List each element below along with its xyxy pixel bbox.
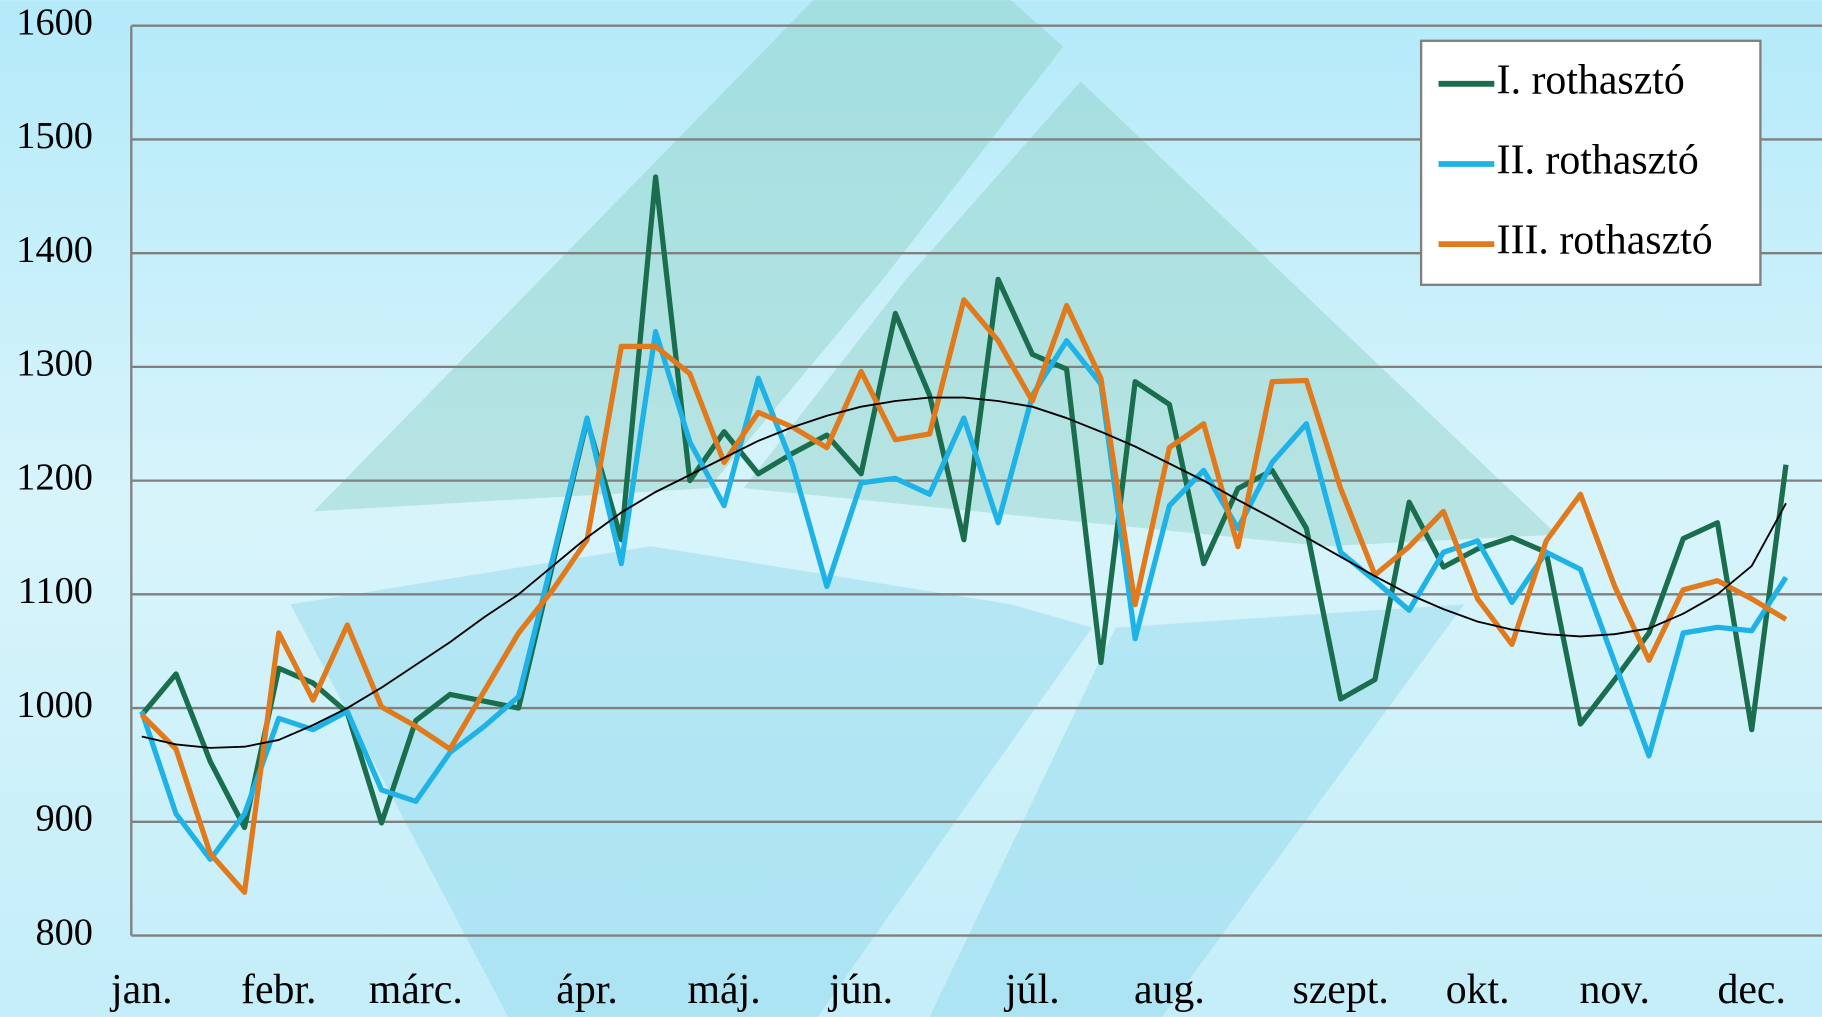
series-line: [139, 174, 1789, 831]
x-tick-label: jún.: [827, 967, 893, 1013]
x-tick-label: nov.: [1579, 967, 1649, 1013]
x-tick-label: júl.: [1003, 967, 1060, 1013]
x-tick-label: szept.: [1292, 967, 1388, 1013]
y-tick-label: 1200: [16, 456, 93, 498]
x-tick-label: máj.: [687, 967, 760, 1013]
logo-shape: [290, 546, 1093, 1017]
y-tick-label: 1400: [16, 229, 93, 271]
y-tick-label: 1100: [18, 570, 93, 612]
y-tick-label: 1600: [16, 1, 93, 43]
y-tick-label: 1500: [16, 115, 93, 157]
y-tick-label: 1300: [16, 343, 93, 385]
legend-label: III. rothasztó: [1497, 218, 1713, 264]
legend-label: II. rothasztó: [1497, 138, 1699, 184]
x-tick-label: okt.: [1446, 967, 1510, 1013]
y-tick-label: 800: [35, 911, 93, 953]
x-tick-label: aug.: [1134, 967, 1205, 1013]
trend-line: [141, 396, 1787, 749]
x-tick-label: jan.: [109, 967, 173, 1013]
x-tick-label: márc.: [369, 967, 463, 1013]
legend-label: I. rothasztó: [1497, 57, 1685, 103]
x-tick-label: febr.: [241, 967, 317, 1013]
legend: I. rothasztó II. rothasztó III. rothasztó: [1419, 39, 1762, 286]
y-tick-label: 1000: [16, 684, 93, 726]
series-line: [139, 329, 1789, 862]
y-tick-label: 900: [35, 798, 93, 840]
x-tick-label: dec.: [1717, 967, 1786, 1013]
logo-shape: [313, 0, 1064, 512]
logo-shape: [743, 81, 1558, 547]
series-line: [139, 297, 1788, 895]
x-tick-label: ápr.: [556, 967, 618, 1013]
